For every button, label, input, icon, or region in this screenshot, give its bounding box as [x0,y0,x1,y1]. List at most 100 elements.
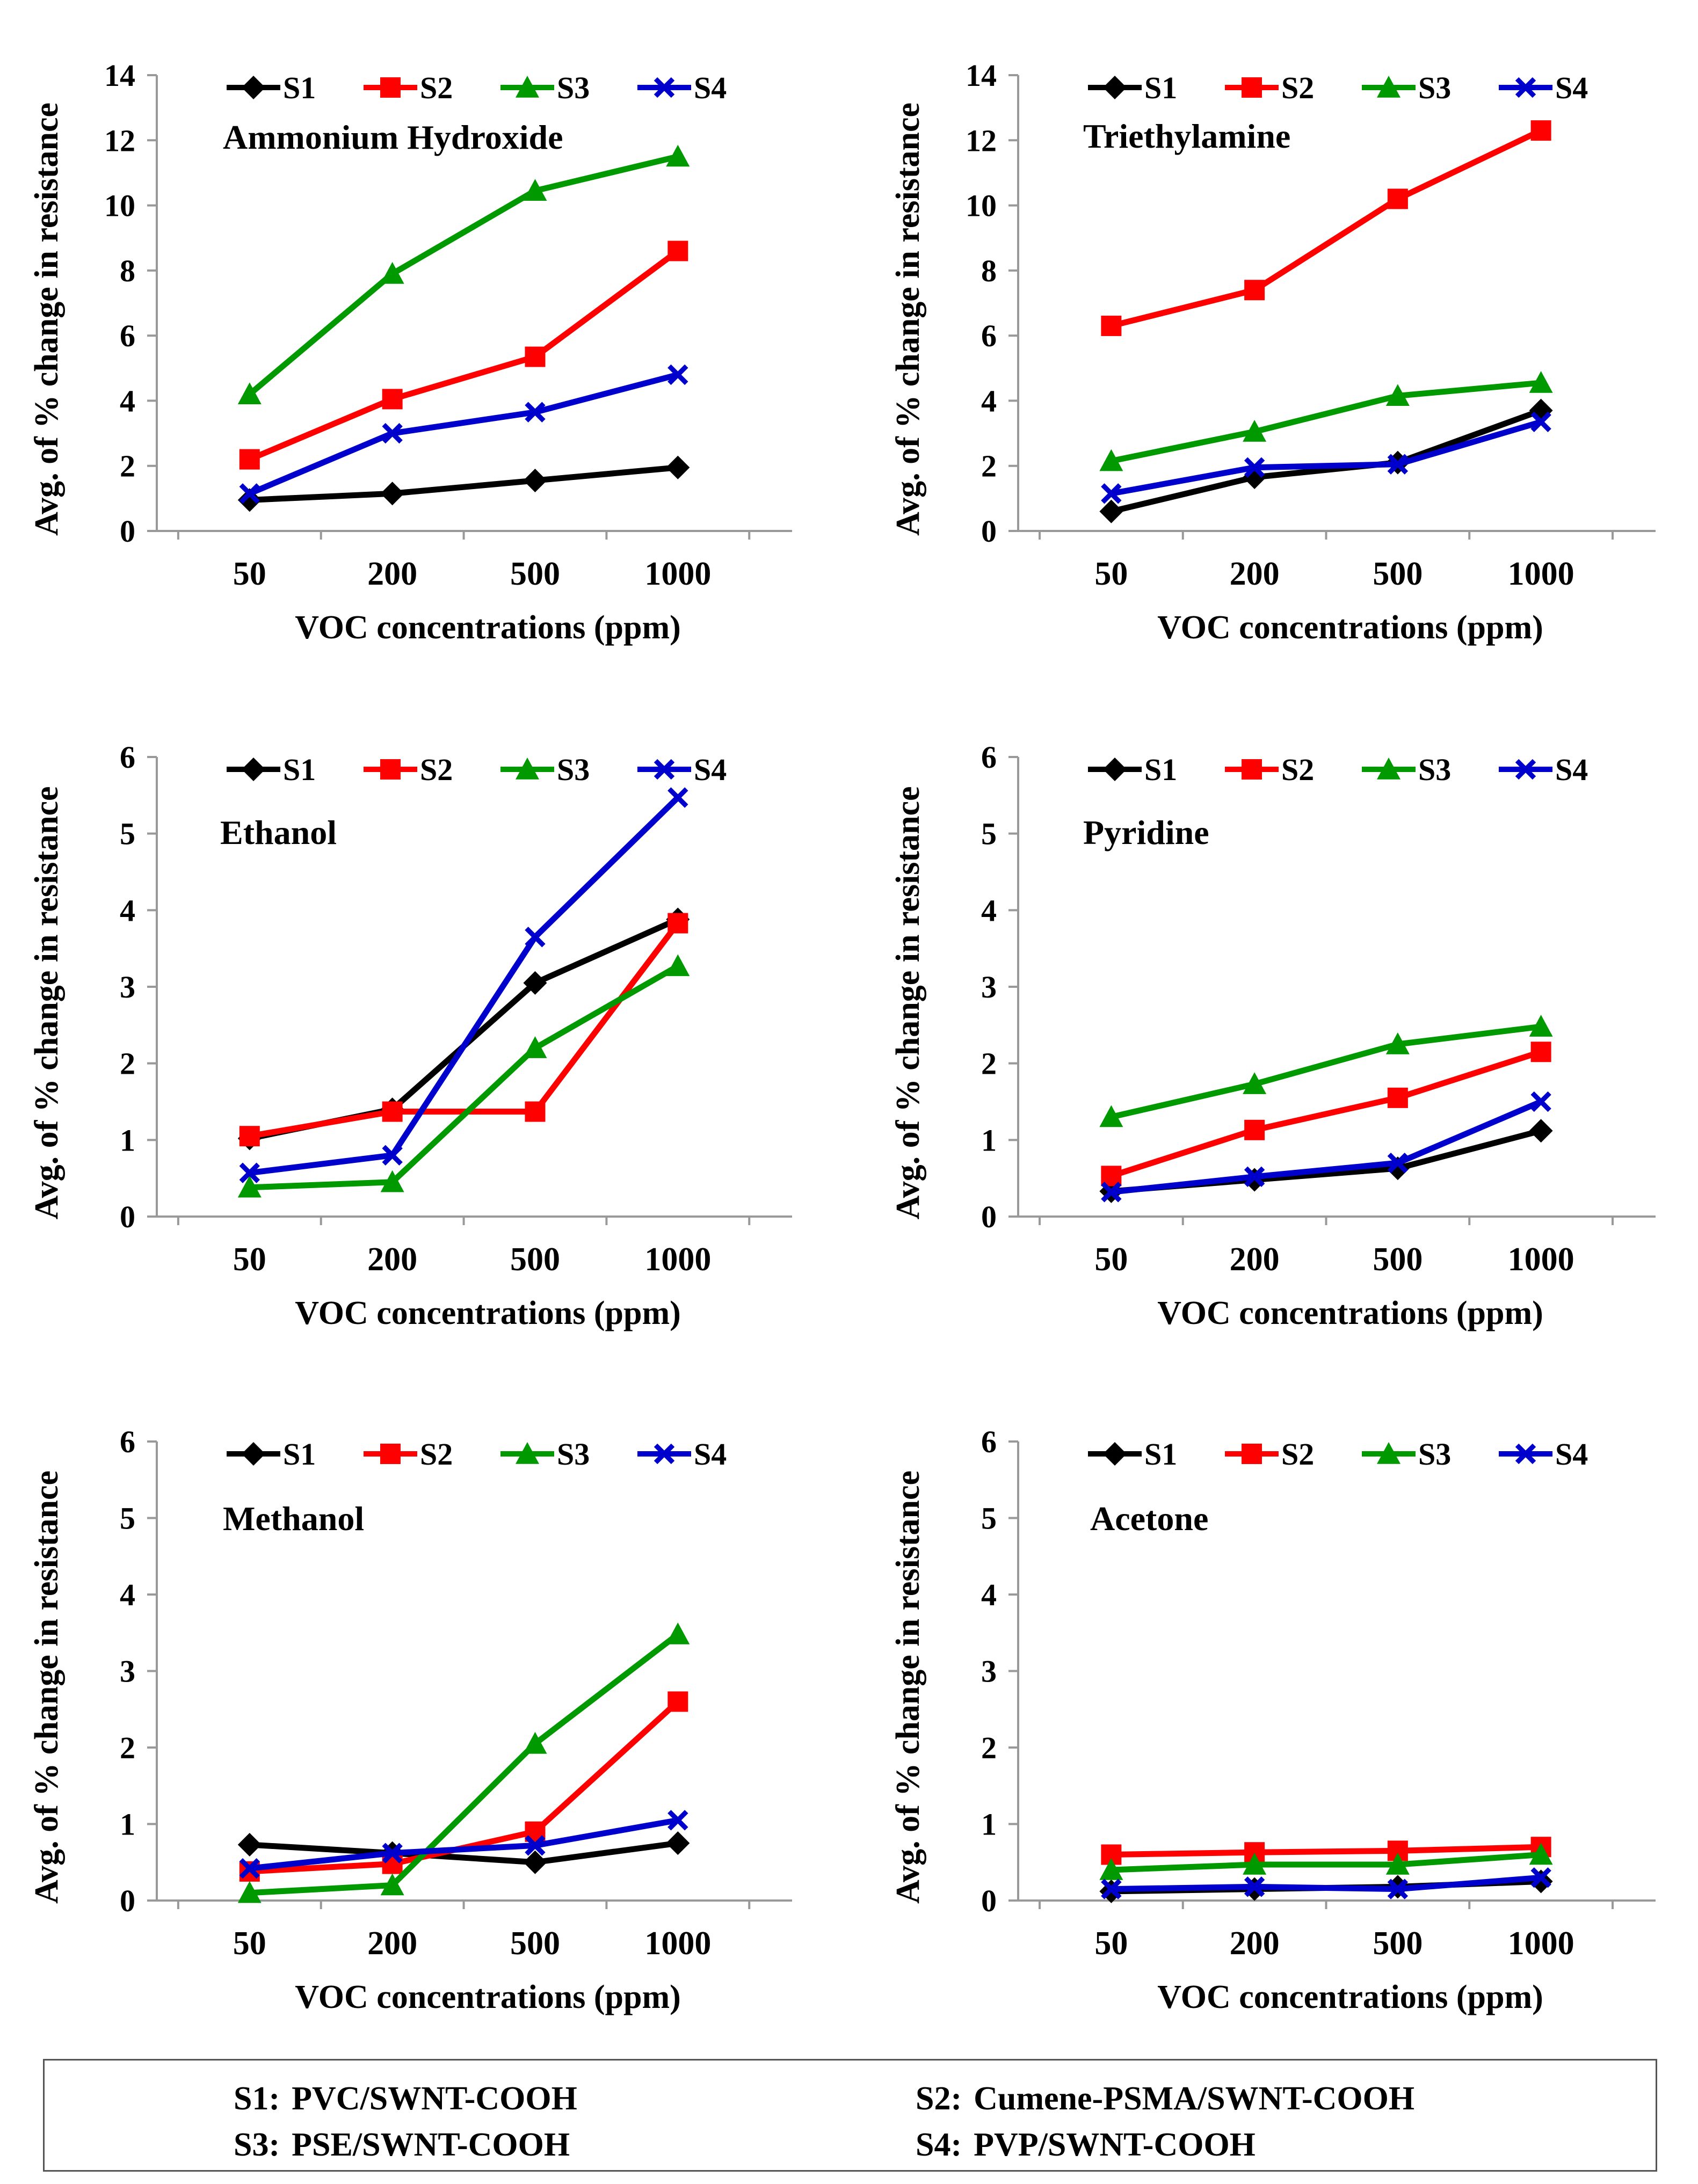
data-point [1387,188,1408,209]
legend-marker [242,76,265,99]
sample-key-box: S1: PVC/SWNT-COOH S2: Cumene-PSMA/SWNT-COO… [43,2059,1657,2172]
legend-entry-s1: S1 [1088,70,1177,105]
series-s4 [239,1810,688,1879]
data-point [1099,499,1123,523]
legend-label: S2 [1281,752,1314,787]
marker-stroke [1387,454,1409,475]
y-tick-label: 6 [120,318,135,353]
y-tick-label: 0 [120,514,135,549]
series-line [248,249,680,462]
legend-entry-s1: S1 [227,752,316,787]
y-tick-label: 6 [981,318,997,353]
series-line [1111,419,1542,497]
data-point [380,482,404,506]
x-tick-label: 1000 [644,1925,711,1962]
chart-title: Triethylamine [1083,117,1290,155]
marker-stroke [1515,759,1536,780]
marker-stroke [239,483,260,504]
data-point [1243,1853,1267,1875]
data-point [1101,1879,1122,1899]
y-tick-label: 3 [120,970,135,1004]
y-tick-label: 12 [966,123,997,158]
sample-key-code: S1: [234,2080,280,2117]
y-tick-label: 5 [120,817,135,851]
y-tick-label: 2 [120,449,135,484]
x-tick-label: 500 [1373,1925,1423,1962]
marker-stroke [1244,457,1265,478]
series-line [1111,1874,1542,1892]
marker-stroke [1244,1876,1265,1897]
data-point [667,1810,688,1831]
data-point [667,913,688,934]
series-s3 [1099,371,1553,471]
legend-entry-s4: S4 [1499,1437,1588,1472]
marker-stroke [1387,1152,1409,1174]
sample-key-s3: S3: PSE/SWNT-COOH [234,2128,570,2161]
series-s2 [239,241,688,470]
legend-marker [1515,759,1536,780]
data-point [239,483,260,504]
x-tick-label: 50 [1094,1241,1128,1278]
x-tick-label: 50 [233,556,266,592]
x-tick-label: 1000 [1508,556,1574,592]
data-point [237,1832,262,1857]
y-tick-label: 2 [981,1730,997,1765]
y-tick-label: 10 [966,188,997,223]
legend-marker [242,758,265,781]
series-line [1110,1049,1542,1179]
chart-panel-2: 0 2 4 6 8 10 12 14 50 200 500 1000 VOC concentration… [890,58,1656,646]
data-point [1530,1042,1551,1062]
sample-key-label: PSE/SWNT-COOH [292,2127,570,2163]
x-tick-label: 1000 [644,556,711,592]
series-s2 [1101,1837,1551,1865]
legend-marker [380,77,401,98]
legend-marker [654,77,675,98]
marker-stroke [239,1858,260,1879]
data-point [1101,483,1122,504]
legend-marker [1103,1442,1127,1466]
chart-title: Ammonium Hydroxide [223,118,563,156]
legend-marker [1103,758,1127,781]
series-line [1111,1844,1541,1858]
legend-label: S3 [1418,70,1451,105]
data-point [523,971,547,995]
data-point [380,261,404,284]
data-point [1530,411,1551,433]
marker-stroke [1101,1182,1122,1203]
y-tick-label: 4 [981,383,997,418]
data-point [666,1831,690,1855]
series-line [1111,128,1542,329]
y-tick-label: 6 [981,1424,997,1459]
marker-stroke [654,759,675,780]
legend-entry-s3: S3 [1362,1437,1451,1472]
sample-key-code: S2: [916,2080,962,2117]
legend-label: S3 [557,1437,590,1472]
x-tick-label: 200 [1230,1925,1280,1962]
data-point [667,241,688,261]
marker-stroke [654,77,675,98]
legend-label: S3 [557,752,590,787]
series-line [249,963,680,1191]
legend-marker [1515,1443,1536,1465]
x-tick-label: 500 [510,1241,560,1278]
marker-stroke [525,1835,546,1856]
marker-stroke [239,1162,260,1183]
legend-marker [1242,77,1262,98]
marker-stroke [1530,411,1551,433]
x-tick-label: 50 [233,1925,266,1962]
marker-stroke [1515,1443,1536,1465]
y-tick-label: 3 [981,970,997,1004]
sample-key-code: S4: [916,2127,962,2163]
y-tick-label: 0 [120,1199,135,1234]
data-point [1530,1867,1551,1888]
data-point [1244,457,1265,478]
series-s1 [237,455,690,512]
data-point [666,954,690,977]
data-point [1529,1119,1553,1143]
legend-label: S4 [1555,70,1588,105]
data-point [1244,1876,1265,1897]
series-s3 [237,1622,690,1903]
data-point [1244,280,1265,301]
legend-entry-s3: S3 [1362,752,1451,787]
legend-marker [242,1442,265,1466]
